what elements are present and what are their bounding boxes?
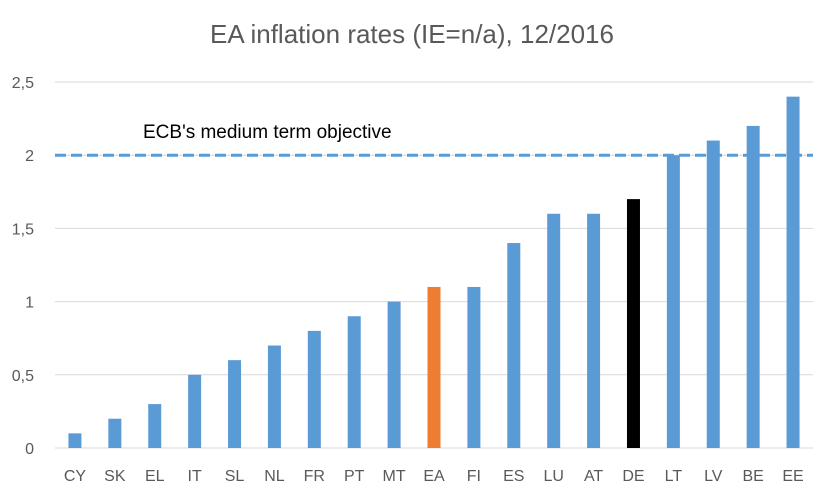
y-tick-label: 2 (25, 148, 34, 165)
x-tick-label: ES (503, 468, 524, 485)
x-tick-label: FI (467, 468, 481, 485)
x-tick-label: FR (304, 468, 325, 485)
y-tick-label: 2,5 (12, 75, 34, 92)
x-tick-label: SK (104, 468, 126, 485)
bar-at (587, 213, 601, 448)
x-tick-label: IT (188, 468, 202, 485)
x-tick-label: PT (344, 468, 365, 485)
bar-fi (467, 286, 481, 448)
y-tick-label: 1 (25, 295, 34, 312)
bar-el (148, 404, 162, 448)
bar-nl (267, 345, 281, 448)
bar-mt (387, 301, 401, 448)
bar-sl (228, 360, 242, 448)
bar-de (626, 199, 640, 448)
bar-es (507, 243, 521, 448)
x-axis-ticks: CY SK EL IT SL NL FR PT MT EA FI ES LU AT DE LT LV BE EE (64, 468, 804, 485)
bar-cy (68, 433, 82, 448)
bar-ea (427, 286, 441, 448)
y-tick-label: 1,5 (12, 221, 34, 238)
bar-lu (547, 213, 561, 448)
chart-title: EA inflation rates (IE=n/a), 12/2016 (210, 19, 614, 49)
x-tick-label: EL (145, 468, 165, 485)
x-tick-label: NL (264, 468, 285, 485)
bar-lv (706, 140, 720, 448)
x-tick-label: MT (383, 468, 406, 485)
x-tick-label: EA (423, 468, 445, 485)
bars (68, 96, 800, 449)
x-tick-label: LV (704, 468, 723, 485)
x-tick-label: AT (584, 468, 603, 485)
bar-sk (108, 418, 122, 448)
bar-be (746, 125, 760, 449)
x-tick-label: LT (665, 468, 683, 485)
x-tick-label: SL (225, 468, 245, 485)
y-tick-label: 0,5 (12, 368, 34, 385)
x-tick-label: BE (742, 468, 763, 485)
reference-line-group: ECB's medium term objective (55, 122, 813, 157)
y-tick-label: 0 (25, 441, 34, 458)
bar-fr (307, 330, 321, 448)
bar-it (188, 374, 202, 448)
x-tick-label: CY (64, 468, 87, 485)
y-axis-ticks: 0 0,5 1 1,5 2 2,5 (12, 75, 34, 458)
bar-pt (347, 316, 361, 448)
x-tick-label: DE (622, 468, 644, 485)
bar-ee (786, 96, 800, 448)
x-tick-label: LU (543, 468, 563, 485)
x-tick-label: EE (782, 468, 803, 485)
reference-line-label: ECB's medium term objective (143, 122, 392, 143)
bar-lt (666, 155, 680, 448)
